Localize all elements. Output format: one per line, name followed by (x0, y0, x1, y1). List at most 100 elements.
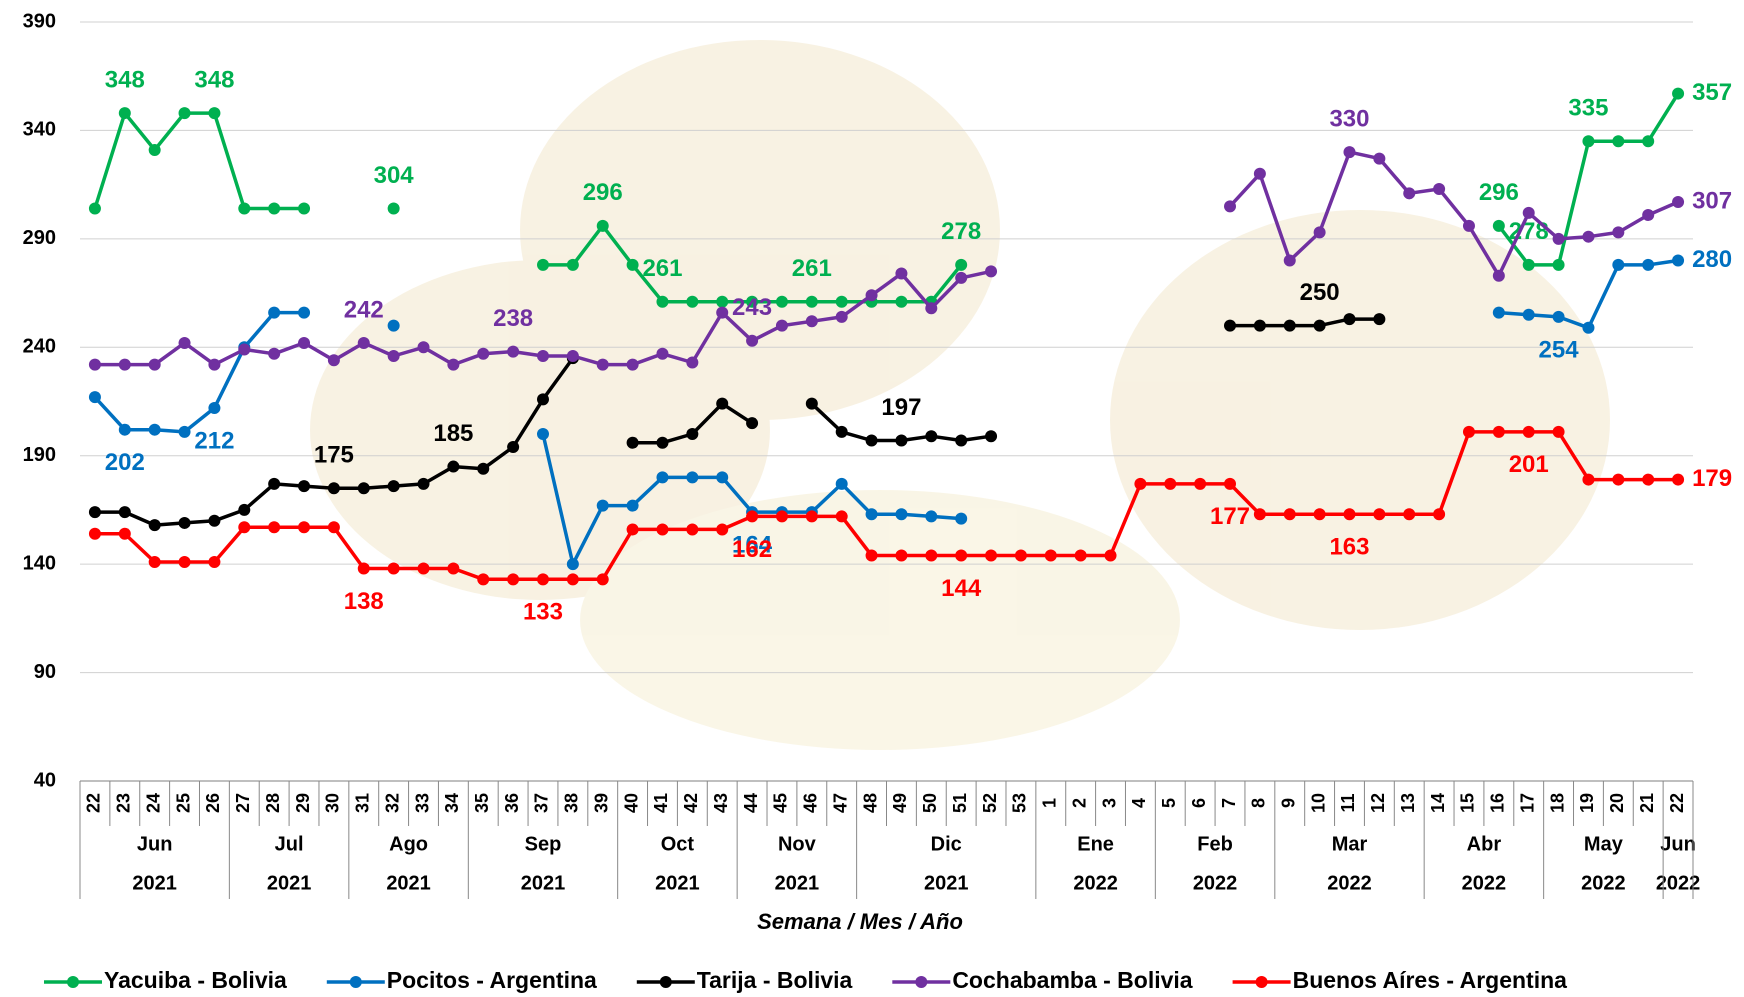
point (835, 477, 848, 490)
point (208, 358, 221, 371)
y-tick-label: 140 (23, 552, 56, 574)
point (626, 436, 639, 449)
data-label: 242 (344, 296, 384, 323)
point (686, 523, 699, 536)
point (746, 334, 759, 347)
point (895, 434, 908, 447)
year-label: 2021 (386, 872, 431, 894)
point (536, 428, 549, 441)
point (507, 345, 520, 358)
point (208, 107, 221, 120)
month-label: Jun (137, 833, 173, 855)
point (238, 343, 251, 356)
year-label: 2021 (924, 872, 969, 894)
point (268, 347, 281, 360)
point (955, 434, 968, 447)
data-label: 280 (1692, 246, 1732, 273)
point (1552, 310, 1565, 323)
x-tick-label: 50 (920, 793, 940, 813)
data-label: 175 (314, 442, 354, 469)
legend-item: Pocitos - Argentina (326, 967, 597, 993)
point (865, 289, 878, 302)
legend-marker (67, 976, 79, 988)
legend-label: Buenos Aíres - Argentina (1293, 967, 1568, 993)
year-label: 2022 (1462, 872, 1507, 894)
point (596, 358, 609, 371)
point (985, 430, 998, 443)
x-tick-label: 35 (472, 793, 492, 813)
point (1433, 508, 1446, 521)
point (626, 499, 639, 512)
data-label: 357 (1692, 79, 1732, 106)
x-tick-label: 20 (1607, 793, 1627, 813)
point (536, 393, 549, 406)
point (596, 499, 609, 512)
point (268, 521, 281, 534)
y-tick-label: 390 (23, 10, 56, 32)
data-label: 243 (732, 294, 772, 321)
x-tick-label: 52 (980, 793, 1000, 813)
point (895, 295, 908, 308)
x-tick-label: 44 (741, 793, 761, 813)
x-tick-label: 6 (1189, 798, 1209, 808)
point (118, 358, 131, 371)
point (327, 482, 340, 495)
point (327, 354, 340, 367)
point (268, 477, 281, 490)
year-label: 2022 (1073, 872, 1118, 894)
x-tick-label: 3 (1099, 798, 1119, 808)
legend-item: Cochabamba - Bolivia (892, 967, 1193, 993)
x-tick-label: 43 (711, 793, 731, 813)
x-tick-label: 10 (1308, 793, 1328, 813)
point (536, 258, 549, 271)
x-tick-label: 19 (1577, 793, 1597, 813)
point (746, 295, 759, 308)
year-label: 2022 (1656, 872, 1701, 894)
point (626, 258, 639, 271)
x-tick-label: 40 (621, 793, 641, 813)
background (310, 40, 1610, 750)
month-label: Feb (1197, 833, 1233, 855)
point (716, 306, 729, 319)
point (955, 258, 968, 271)
point (1612, 258, 1625, 271)
x-tick-label: 34 (442, 793, 462, 813)
year-label: 2022 (1581, 872, 1626, 894)
point (298, 306, 311, 319)
data-label: 261 (792, 255, 832, 282)
point (596, 573, 609, 586)
point (507, 441, 520, 454)
point (208, 555, 221, 568)
point (1313, 508, 1326, 521)
month-label: Jun (1660, 833, 1696, 855)
point (1253, 508, 1266, 521)
y-tick-label: 290 (23, 227, 56, 249)
point (1552, 232, 1565, 245)
point (1612, 135, 1625, 148)
point (1014, 549, 1027, 562)
x-tick-label: 9 (1279, 798, 1299, 808)
point (1642, 258, 1655, 271)
point (775, 510, 788, 523)
x-tick-label: 46 (801, 793, 821, 813)
x-tick-label: 1 (1040, 798, 1060, 808)
point (805, 315, 818, 328)
data-label: 304 (374, 162, 415, 189)
bg-shape (1110, 210, 1610, 630)
point (835, 425, 848, 438)
point (656, 347, 669, 360)
point (895, 267, 908, 280)
point (148, 423, 161, 436)
x-tick-label: 53 (1010, 793, 1030, 813)
point (357, 336, 370, 349)
x-tick-label: 22 (84, 793, 104, 813)
point (238, 521, 251, 534)
point (1253, 167, 1266, 180)
year-label: 2021 (521, 872, 566, 894)
legend-item: Buenos Aíres - Argentina (1232, 967, 1568, 993)
month-label: Ene (1077, 833, 1114, 855)
y-tick-label: 90 (34, 661, 56, 683)
data-label: 254 (1539, 336, 1580, 363)
